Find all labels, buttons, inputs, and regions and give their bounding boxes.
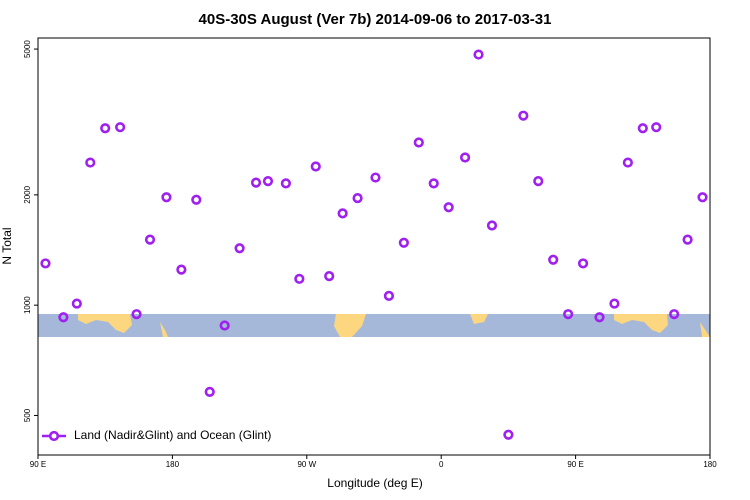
map-strip bbox=[38, 314, 710, 337]
data-point bbox=[473, 49, 484, 60]
y-tick-label: 2000 bbox=[23, 185, 32, 203]
data-point bbox=[637, 123, 648, 134]
data-point bbox=[204, 386, 215, 397]
data-point bbox=[622, 157, 633, 168]
data-point bbox=[250, 177, 262, 188]
data-point bbox=[398, 237, 409, 248]
data-point bbox=[413, 137, 424, 148]
data-point bbox=[651, 122, 662, 133]
x-tick-label: 180 bbox=[703, 460, 717, 469]
data-point bbox=[324, 271, 335, 282]
data-point bbox=[518, 110, 529, 121]
data-point bbox=[131, 309, 142, 320]
data-point bbox=[115, 122, 126, 133]
x-tick-label: 90 W bbox=[297, 460, 316, 469]
legend-label: Land (Nadir&Glint) and Ocean (Glint) bbox=[74, 428, 271, 442]
data-point bbox=[191, 194, 202, 205]
data-point bbox=[609, 298, 620, 309]
data-point bbox=[486, 220, 498, 231]
y-tick-label: 5000 bbox=[23, 40, 32, 58]
y-tick-label: 1000 bbox=[23, 296, 32, 314]
plot-frame bbox=[37, 37, 711, 456]
data-point bbox=[234, 243, 245, 254]
data-point bbox=[428, 178, 439, 189]
x-tick-label: 90 E bbox=[567, 460, 583, 469]
data-point bbox=[503, 429, 514, 440]
data-point bbox=[310, 161, 321, 172]
data-point bbox=[280, 178, 291, 189]
data-point bbox=[594, 312, 605, 323]
data-point bbox=[294, 273, 305, 284]
y-axis-label: N Total bbox=[0, 227, 14, 264]
data-point bbox=[219, 320, 230, 331]
data-point bbox=[682, 234, 693, 245]
data-point bbox=[383, 290, 395, 301]
x-tick-label: 180 bbox=[166, 460, 180, 469]
data-point bbox=[669, 309, 680, 320]
data-point bbox=[40, 258, 51, 269]
data-point bbox=[563, 309, 574, 320]
data-point bbox=[459, 152, 471, 163]
chart-title: 40S-30S August (Ver 7b) 2014-09-06 to 20… bbox=[199, 11, 552, 28]
data-point bbox=[58, 312, 69, 323]
data-point bbox=[144, 234, 156, 245]
data-point bbox=[352, 192, 363, 204]
x-axis-label: Longitude (deg E) bbox=[327, 476, 422, 490]
data-point bbox=[161, 192, 172, 203]
y-tick-label: 500 bbox=[23, 408, 32, 422]
x-tick-label: 0 bbox=[439, 460, 444, 469]
x-tick-label: 90 E bbox=[30, 460, 46, 469]
data-point bbox=[548, 254, 559, 265]
data-point bbox=[262, 176, 274, 187]
data-point bbox=[85, 157, 96, 168]
data-point bbox=[370, 172, 381, 183]
data-point bbox=[533, 176, 544, 187]
data-point bbox=[577, 258, 589, 269]
data-point bbox=[71, 298, 82, 309]
data-point bbox=[697, 192, 708, 203]
data-point bbox=[337, 208, 348, 219]
data-point bbox=[443, 202, 454, 213]
legend-marker bbox=[48, 430, 60, 442]
data-point bbox=[100, 123, 111, 134]
data-point bbox=[176, 264, 187, 275]
